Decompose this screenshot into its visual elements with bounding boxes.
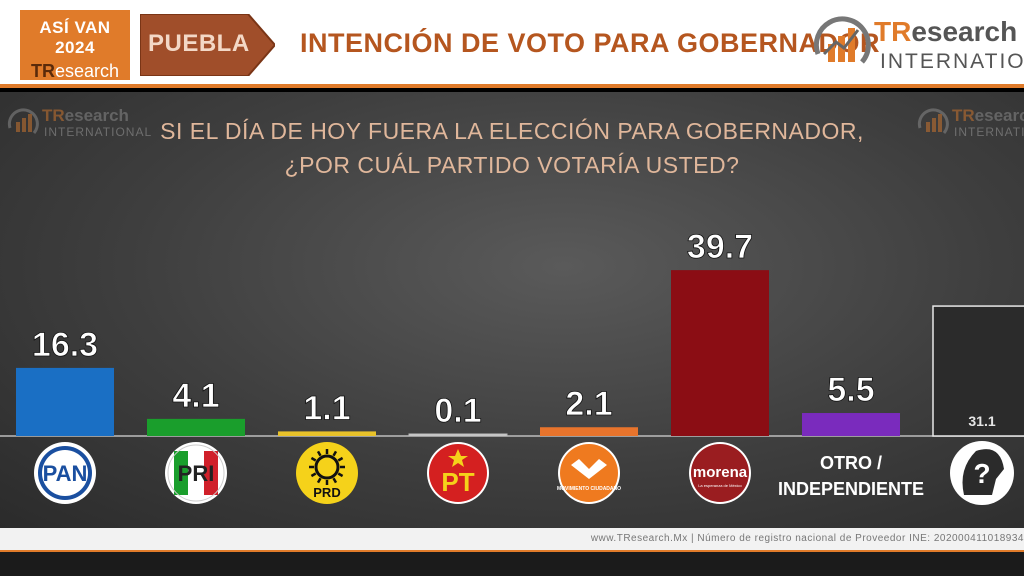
watermark-right-icon (917, 108, 949, 134)
bar-pri (147, 418, 245, 436)
mc-logo-eagle (571, 459, 607, 479)
other-label-line-1: OTRO / (820, 453, 882, 473)
watermark-left-icon (7, 108, 39, 134)
bar-morena (671, 270, 769, 436)
undecided-question-mark: ? (973, 458, 990, 489)
bar-prd (278, 431, 376, 436)
undecided-head-silhouette (962, 449, 1004, 495)
pri-logo-green (174, 451, 188, 495)
footer-credit: www.TResearch.Mx | Número de registro na… (590, 533, 1024, 544)
badge-brand-accent: TR (30, 61, 55, 81)
tresearch-logo-icon (813, 16, 871, 64)
prd-logo-ray (332, 477, 338, 484)
watermark-right-brand: TResearch (952, 106, 1024, 126)
footer-strip: www.TResearch.Mx | Número de registro na… (0, 528, 1024, 550)
question-line-2: ¿POR CUÁL PARTIDO VOTARÍA USTED? (284, 152, 740, 178)
bar-otro-independiente (802, 413, 900, 436)
bar-value-label: 1.1 (303, 389, 350, 427)
prd-logo-sun (314, 454, 340, 480)
bar-value-label: 0.1 (434, 392, 481, 430)
badge-title: ASÍ VAN 2024 (39, 18, 111, 57)
prd-logo-ray (332, 450, 338, 457)
prd-logo-ray (316, 477, 322, 484)
bar-value-label: 16.3 (32, 326, 98, 364)
bar-value-label: 4.1 (172, 377, 219, 415)
bar-value-label: 5.5 (827, 371, 874, 409)
badge-brand-rest: esearch (54, 61, 120, 81)
prd-logo-ray (310, 456, 317, 462)
tresearch-logo-name: TResearch (874, 16, 1017, 48)
edition-badge: ASÍ VAN 2024 TResearch (20, 10, 130, 82)
pt-logo-text: PT (441, 467, 474, 497)
page-title: INTENCIÓN DE VOTO PARA GOBERNADOR (300, 28, 881, 58)
prd-logo-ray (337, 456, 344, 462)
morena-logo-tagline: La esperanza de México (698, 483, 742, 488)
bottom-bar (0, 550, 1024, 576)
bar-value-label: 2.1 (565, 385, 612, 423)
bar-pan (16, 367, 114, 436)
prd-logo-icon (296, 442, 358, 504)
watermark-right-tagline: INTERNATIONAL (954, 125, 1024, 139)
bar-no-sabe (932, 305, 1024, 437)
tresearch-logo: TResearch INTERNATIONAL (810, 14, 1024, 78)
watermark-left-accent: TR (42, 106, 65, 125)
state-tag-arrow-shape (140, 14, 275, 76)
watermark-left-brand: TResearch (42, 106, 129, 126)
prd-logo-ray (337, 472, 344, 478)
logo-brand-rest: esearch (911, 16, 1018, 47)
pri-logo-text: PRI (178, 461, 215, 486)
watermark-left-tagline: INTERNATIONAL (44, 125, 153, 139)
logo-brand-accent: TR (874, 16, 912, 47)
state-tag: PUEBLA (140, 14, 275, 76)
watermark-left: TResearch INTERNATIONAL (6, 106, 151, 146)
morena-logo-text: morena (693, 464, 748, 481)
state-label: PUEBLA (148, 30, 250, 57)
pt-logo-star (448, 449, 468, 467)
watermark-right-accent: TR (952, 106, 975, 125)
bar-value-label: 39.7 (687, 228, 753, 266)
question-line-1: SI EL DÍA DE HOY FUERA LA ELECCIÓN PARA … (160, 118, 864, 144)
morena-logo-disc (691, 444, 749, 502)
vote-intention-bar-chart: 16.3 PAN 4.1 PRI 1.1 PRD 0.1 PT 2.1 MOVIMIENTO CI… (0, 228, 1024, 505)
chart-question: SI EL DÍA DE HOY FUERA LA ELECCIÓN PARA … (0, 114, 1024, 182)
watermark-right-rest: esearch (974, 106, 1024, 125)
badge-brand: TResearch (20, 61, 130, 82)
tresearch-logo-tagline: INTERNATIONAL (880, 50, 1024, 73)
pt-logo-disc (429, 444, 487, 502)
pri-logo-red (204, 451, 218, 495)
bar-pt (408, 433, 508, 437)
pan-logo-text: PAN (43, 461, 88, 486)
prd-logo-text: PRD (313, 485, 340, 500)
prd-logo-ray (310, 472, 317, 478)
bar-value-label: 31.1 (968, 413, 995, 429)
pri-logo-border (167, 444, 225, 502)
other-label-line-2: INDEPENDIENTE (778, 479, 924, 499)
prd-logo-ray (316, 450, 322, 457)
pan-logo-inner (42, 450, 88, 496)
watermark-right: TResearch INTERNATIONAL (916, 106, 1024, 146)
bar-mc (540, 427, 638, 436)
mc-logo-text: MOVIMIENTO CIUDADANO (557, 486, 621, 492)
header-bar: ASÍ VAN 2024 TResearch PUEBLA INTENCIÓN … (0, 0, 1024, 88)
watermark-left-rest: esearch (64, 106, 129, 125)
